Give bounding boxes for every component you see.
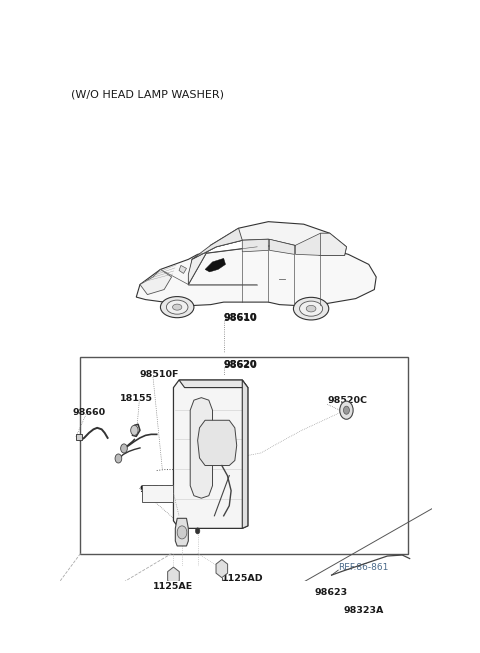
Ellipse shape [172,304,182,310]
Polygon shape [242,239,268,252]
Polygon shape [173,380,248,528]
Text: 98620: 98620 [224,360,257,370]
Text: 98610: 98610 [224,313,258,323]
Text: 98323A: 98323A [344,606,384,615]
Ellipse shape [300,301,323,316]
Text: REF.86-861: REF.86-861 [338,563,389,571]
Polygon shape [136,244,376,306]
Text: 98510F: 98510F [139,370,179,379]
Polygon shape [205,259,226,272]
Text: 98520C: 98520C [327,396,367,405]
Polygon shape [242,380,248,528]
Text: 1125AE: 1125AE [153,582,193,591]
Polygon shape [188,240,242,285]
Polygon shape [269,239,294,255]
Ellipse shape [293,297,329,320]
Circle shape [177,526,187,539]
Polygon shape [76,434,82,440]
Text: 98660: 98660 [72,408,106,417]
FancyBboxPatch shape [142,485,173,502]
Circle shape [115,454,122,463]
Text: (W/O HEAD LAMP WASHER): (W/O HEAD LAMP WASHER) [71,89,224,99]
Ellipse shape [306,306,316,312]
Ellipse shape [160,296,194,318]
Text: 98620: 98620 [224,360,258,370]
Circle shape [120,444,127,453]
Polygon shape [192,228,242,259]
Polygon shape [296,233,345,255]
Circle shape [264,588,276,604]
Circle shape [344,406,349,414]
Text: 98610: 98610 [224,313,257,322]
Polygon shape [262,607,285,641]
Ellipse shape [167,300,188,314]
Polygon shape [140,270,172,295]
Circle shape [131,425,138,436]
Polygon shape [321,233,347,255]
Polygon shape [179,265,186,274]
Text: 18155: 18155 [120,394,153,403]
Polygon shape [198,421,237,466]
Ellipse shape [262,587,282,603]
Polygon shape [190,398,213,498]
Text: 98515A: 98515A [140,485,180,494]
Circle shape [340,401,353,419]
Text: 1125AD: 1125AD [222,574,264,583]
Text: 98623: 98623 [314,588,347,597]
Polygon shape [179,380,248,388]
Polygon shape [188,221,347,285]
FancyBboxPatch shape [81,357,408,554]
Circle shape [195,528,200,534]
FancyBboxPatch shape [341,589,404,622]
Polygon shape [175,518,188,546]
